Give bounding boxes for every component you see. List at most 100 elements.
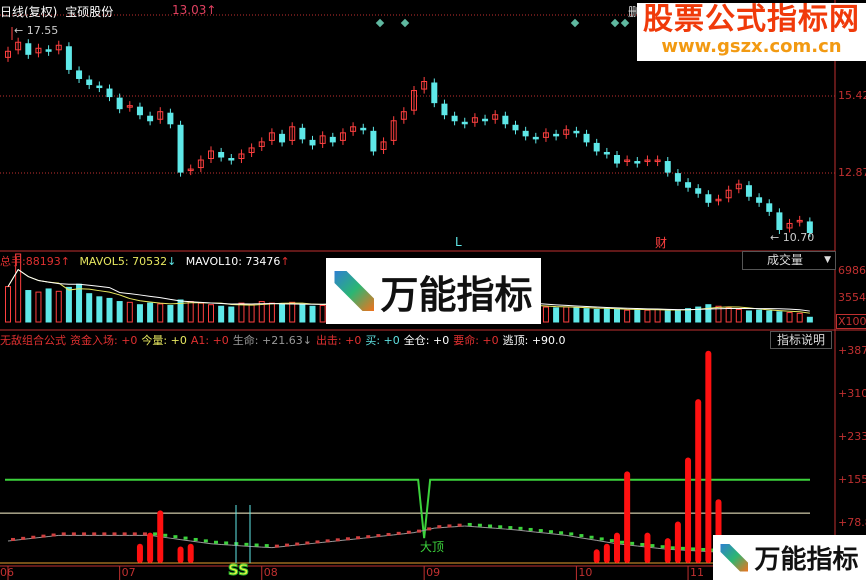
volume-bar (228, 306, 235, 323)
slow-line-dot (163, 533, 168, 537)
slow-line-segment (545, 532, 557, 535)
volume-bar (614, 308, 620, 323)
volume-bar (177, 299, 184, 323)
price-axis-label: 15.42 (838, 89, 866, 102)
indicator-bar (705, 350, 712, 563)
arrow-up-icon: ↑ (60, 255, 70, 268)
volume-bar (776, 311, 783, 323)
slow-line-dot (31, 535, 36, 539)
volume-bar (218, 305, 225, 323)
candle-body (756, 197, 763, 203)
volume-bar (65, 286, 72, 323)
slow-line-dot (599, 537, 604, 541)
mavol5-value: 70532 (132, 255, 168, 268)
volume-bar (35, 291, 42, 323)
watermark-center-text: 万能指标 (380, 272, 533, 317)
legend-item: 生命: +21.63↓ (232, 334, 312, 347)
candle-body (208, 150, 214, 160)
mavol10-value: 73476 (245, 255, 281, 268)
slow-line-dot (650, 544, 655, 548)
volume-bar (238, 302, 245, 323)
slow-line-dot (406, 530, 411, 534)
watermark-center-logo: 万能指标 (326, 258, 541, 324)
candle-body (411, 90, 417, 111)
candle-body (685, 182, 692, 188)
slow-line-dot (366, 535, 371, 539)
volume-bar (268, 302, 275, 323)
slow-line-dot (569, 532, 574, 536)
legend-item: 资金入场: +0 (70, 334, 138, 347)
mavol10-label: MAVOL10: (185, 255, 242, 268)
current-price-value: 13.03 (172, 3, 207, 17)
legend-item: 逃顶: +90.0 (502, 334, 566, 347)
month-label: 10 (578, 566, 593, 579)
candle-body (147, 115, 154, 122)
slow-line-dot (102, 532, 107, 536)
candle-body (45, 49, 52, 52)
slow-line-segment (190, 540, 201, 543)
volume-bar (786, 312, 793, 323)
volume-bar (15, 253, 22, 323)
high-price-label: ← 17.55 (14, 24, 59, 37)
indicator-bar (674, 521, 681, 563)
month-label: 11 (690, 566, 705, 579)
volume-bar (563, 306, 570, 323)
volume-bar (654, 308, 661, 323)
high-price-value: 17.55 (26, 24, 59, 37)
low-price-label: ← 10.70 (770, 231, 815, 244)
candle-body (35, 47, 42, 54)
candle-body (451, 115, 458, 122)
volume-bar (147, 302, 154, 323)
slow-line-segment (525, 530, 536, 533)
slow-line-dot (670, 546, 675, 550)
volume-unit-label: X1000 (836, 314, 866, 329)
candle-body (705, 194, 712, 203)
slow-line-segment (576, 536, 587, 540)
candle-body (542, 132, 549, 138)
volume-bar (5, 286, 11, 323)
slow-line-dot (609, 539, 614, 543)
slow-line-dot (589, 535, 594, 539)
candle-body (583, 133, 590, 143)
slow-line-dot (386, 532, 391, 536)
legend-item: 要命: +0 (453, 334, 499, 347)
slow-line-dot (41, 534, 46, 538)
candle-body (157, 111, 164, 120)
indicator-explain-button[interactable]: 指标说明 (770, 331, 833, 349)
slow-line-dot (71, 532, 76, 536)
volume-axis-label: 35544 (838, 291, 866, 304)
slow-line-dot (315, 540, 320, 544)
volume-bar (136, 304, 143, 323)
slow-line-segment (485, 527, 496, 529)
slow-line-dot (376, 534, 381, 538)
selector-value: 成交量 (767, 253, 804, 267)
slow-line-dot (620, 540, 624, 544)
signal-diamond-icon (570, 18, 580, 28)
slow-line-dot (508, 526, 513, 530)
signal-diamond-icon (610, 18, 620, 28)
candle-body (177, 124, 184, 173)
candle-body (5, 50, 11, 58)
candle-body (136, 106, 143, 116)
legend-item: 买: +0 (365, 334, 400, 347)
candle-body (289, 126, 296, 141)
slow-line-dot (51, 533, 56, 537)
indicator-selector-dropdown[interactable]: 成交量 ▼ (742, 251, 836, 270)
slow-line-dot (285, 543, 290, 547)
indicator-bar (593, 549, 600, 563)
candle-body (65, 46, 72, 70)
indicator-axis-label: +233. (838, 430, 866, 443)
indicator-bar (177, 546, 184, 563)
candle-body (563, 129, 570, 135)
slow-line-dot (701, 547, 706, 551)
slow-line-dot (680, 546, 685, 550)
slow-line-dot (82, 532, 87, 536)
volume-bar (45, 288, 52, 323)
legend-item: 今量: +0 (141, 334, 187, 347)
slow-line-dot (325, 539, 330, 543)
volume-bar (258, 301, 265, 323)
candle-body (55, 44, 62, 51)
volume-bar (745, 310, 752, 323)
volume-bar (187, 301, 194, 323)
slow-line-dot (92, 532, 97, 536)
